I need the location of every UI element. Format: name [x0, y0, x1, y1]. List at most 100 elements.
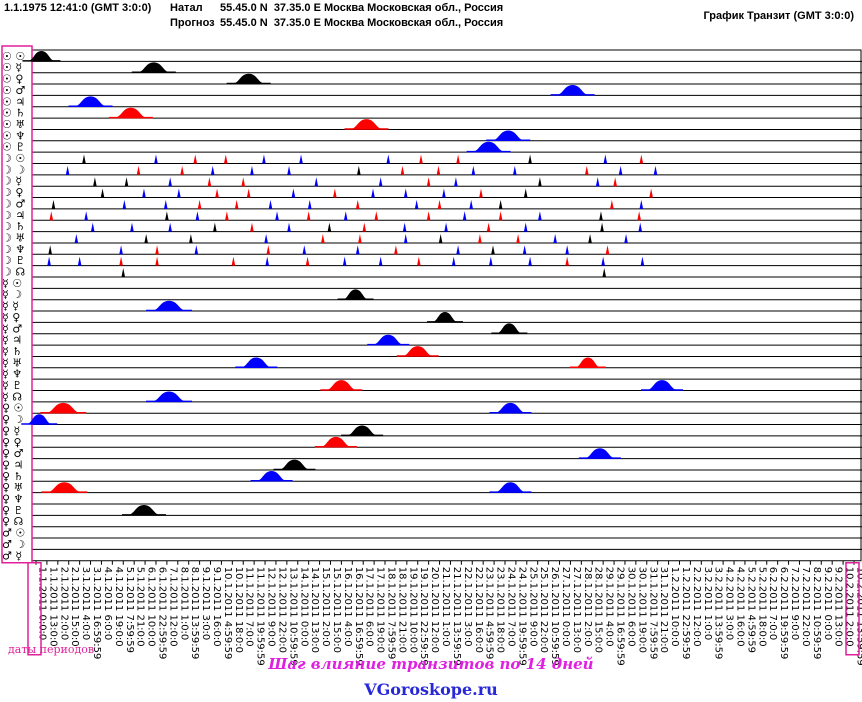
x-tick-label: 31.1.2011 7:59:59 — [647, 567, 658, 660]
x-tick-label: 2.2.2011 12:0:0 — [691, 567, 702, 647]
row-label: ♀ ☊ — [2, 515, 24, 528]
x-tick-label: 23.1.2011 18:0:0 — [495, 567, 506, 653]
transit-peak — [150, 300, 189, 312]
x-tick-label: 4.1.2011 19:0:0 — [113, 567, 124, 647]
moon-spike — [394, 245, 398, 255]
row-label: ♂ ☉ — [2, 527, 25, 540]
x-tick-label: 7.2.2011 22:0:0 — [800, 567, 811, 647]
x-tick-label: 3.1.2011 4:0:0 — [80, 567, 91, 641]
moon-spike — [414, 199, 419, 209]
moon-spike — [306, 211, 311, 221]
plot-border — [31, 49, 862, 562]
row-label: ☉ ♃ — [2, 95, 25, 108]
moon-spike — [451, 256, 456, 266]
moon-spike — [291, 188, 296, 198]
moon-spike — [355, 245, 360, 255]
transit-peak — [25, 414, 54, 425]
row-label: ♀ ♀ — [2, 436, 22, 449]
row-label: ☿ ☽ — [2, 288, 22, 301]
moon-spike — [100, 188, 105, 198]
moon-spike — [197, 199, 202, 209]
moon-spike — [90, 222, 95, 232]
x-tick-label: 16.1.2011 16:59:59 — [353, 567, 364, 666]
transit-peak — [400, 346, 435, 357]
moon-spike — [225, 211, 229, 221]
moon-spike — [378, 256, 383, 266]
x-tick-label: 21.1.2011 1:0:0 — [440, 567, 451, 647]
x-tick-label: 14.1.2011 13:0:0 — [309, 567, 320, 653]
transit-peak — [470, 141, 507, 153]
moon-spike — [600, 222, 604, 232]
moon-spike — [305, 256, 310, 266]
moon-spike — [321, 233, 325, 243]
x-tick-label: 16.1.2011 4:0:0 — [342, 567, 353, 647]
x-tick-label: 17.1.2011 19:0:0 — [375, 567, 386, 653]
forecast-info-row: Прогноз 55.45.0 N 37.35.0 E Москва Москов… — [170, 17, 503, 29]
moon-spike — [234, 199, 239, 209]
row-label: ☽ ☉ — [2, 152, 25, 165]
x-tick-label: 26.1.2011 10:59:59 — [549, 567, 560, 666]
moon-spike — [523, 188, 528, 198]
row-label: ☿ ☉ — [2, 277, 22, 290]
transit-peak — [493, 402, 528, 414]
x-tick-label: 4.2.2011 3:0:0 — [724, 567, 735, 641]
moon-spike — [93, 177, 97, 187]
moon-spike — [584, 165, 589, 175]
moon-spike — [444, 222, 448, 232]
moon-spike — [119, 256, 123, 266]
x-tick-label: 25.1.2011 9:0:0 — [527, 567, 538, 647]
x-tick-label: 10.1.2011 18:0:0 — [233, 567, 244, 653]
transit-peak — [645, 380, 680, 391]
row-label: ☉ ♀ — [2, 73, 23, 86]
moon-spike — [51, 199, 56, 209]
moon-spike — [362, 222, 367, 232]
natal-place: Москва Московская обл., Россия — [323, 2, 504, 14]
moon-spike — [168, 222, 172, 232]
x-tick-label: 12.1.2011 22:0:0 — [276, 567, 287, 653]
row-label: ♀ ♆ — [2, 493, 23, 506]
x-tick-label: 19.1.2011 10:0:0 — [407, 567, 418, 653]
x-tick-label: 6.2.2011 19:59:59 — [778, 567, 789, 660]
moon-spike — [456, 154, 460, 164]
moon-spike — [649, 188, 653, 198]
moon-spike — [489, 256, 493, 266]
natal-info-row: Натал 55.45.0 N 37.35.0 E Москва Московск… — [170, 2, 503, 14]
moon-spike — [180, 165, 184, 175]
moon-spike — [215, 188, 219, 198]
moon-spike — [454, 177, 458, 187]
x-tick-label: 22.1.2011 16:0:0 — [473, 567, 484, 653]
moon-spike — [601, 256, 605, 266]
moon-spike — [602, 268, 607, 277]
transit-peak — [371, 334, 406, 346]
transit-peak — [495, 323, 524, 334]
forecast-place: Москва Московская обл., Россия — [323, 17, 504, 29]
chart-title: График Транзит (GMT 3:0:0) — [703, 10, 854, 22]
moon-spike — [469, 199, 473, 209]
x-tick-label: 19.1.2011 22:59:59 — [418, 567, 429, 666]
moon-spike — [565, 245, 569, 255]
moon-spike — [610, 199, 614, 209]
moon-spike — [538, 177, 542, 187]
x-tick-label: 31.1.2011 21:0:0 — [658, 567, 669, 653]
natal-date-text: 1.1.1975 12:41:0 (GMT 3:0:0) — [4, 2, 152, 14]
row-label: ☉ ♆ — [2, 129, 25, 142]
moon-spike — [287, 222, 291, 232]
transit-peak — [582, 448, 617, 459]
moon-spike — [65, 165, 70, 175]
moon-spike — [479, 188, 483, 198]
x-tick-label: 1.2.2011 10:0:0 — [669, 567, 680, 647]
row-label: ♀ ♅ — [2, 481, 23, 494]
row-label: ☉ ♇ — [2, 141, 25, 154]
moon-spike — [605, 245, 610, 255]
x-tick-label: 15.1.2011 15:0:0 — [331, 567, 342, 653]
transit-peak — [72, 96, 109, 107]
moon-spike — [144, 233, 148, 243]
moon-spike — [400, 165, 405, 175]
x-tick-label: 6.1.2011 10:0:0 — [146, 567, 157, 647]
moon-spike — [456, 245, 460, 255]
transit-peak — [112, 107, 149, 119]
moon-spike — [553, 233, 557, 243]
transit-peak — [431, 312, 459, 323]
row-label: ☿ ☊ — [2, 390, 22, 403]
transit-peak — [135, 62, 172, 73]
